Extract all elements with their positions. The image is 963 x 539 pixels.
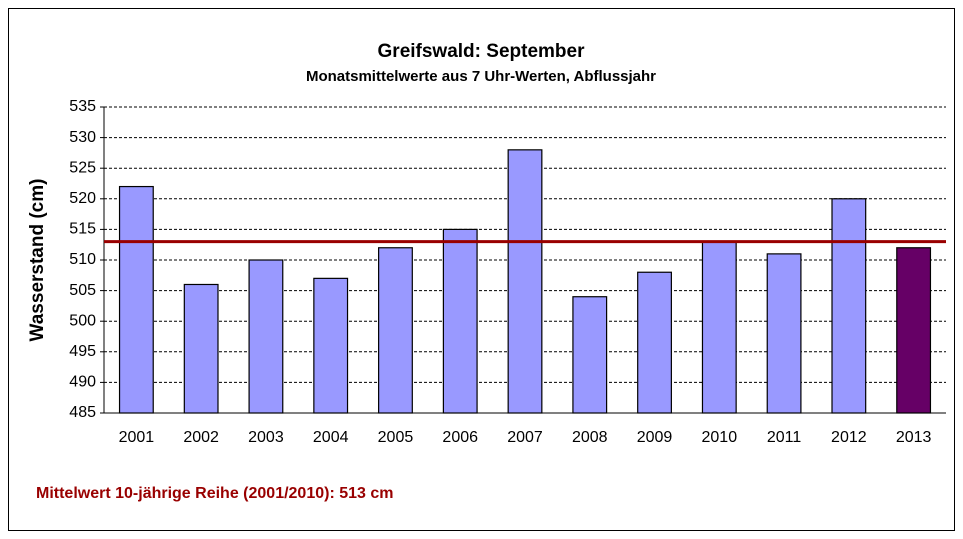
chart-subtitle: Monatsmittelwerte aus 7 Uhr-Werten, Abfl… bbox=[306, 68, 656, 85]
x-tick-label: 2001 bbox=[119, 429, 155, 446]
bar bbox=[442, 228, 478, 414]
x-tick-label: 2003 bbox=[248, 429, 284, 446]
x-tick-label: 2009 bbox=[637, 429, 673, 446]
bar bbox=[896, 247, 932, 414]
x-tick-label: 2011 bbox=[767, 429, 802, 446]
bar bbox=[507, 149, 543, 414]
x-tick-label: 2012 bbox=[831, 429, 867, 446]
y-tick-label: 490 bbox=[69, 374, 96, 391]
x-tick-label: 2005 bbox=[378, 429, 414, 446]
x-tick-label: 2008 bbox=[572, 429, 608, 446]
y-tick-label: 515 bbox=[69, 221, 96, 238]
bar bbox=[378, 247, 413, 414]
y-tick-label: 485 bbox=[69, 404, 96, 421]
x-tick-label: 2007 bbox=[507, 429, 543, 446]
y-tick-label: 505 bbox=[69, 282, 96, 299]
y-axis-label: Wasserstand (cm) bbox=[27, 179, 48, 342]
annotation: Mittelwert 10-jährige Reihe (2001/2010):… bbox=[36, 485, 394, 502]
y-tick-label: 500 bbox=[69, 312, 96, 329]
bar bbox=[701, 241, 737, 414]
chart-title: Greifswald: September bbox=[378, 41, 586, 62]
bar bbox=[118, 185, 154, 414]
bar bbox=[313, 277, 349, 414]
y-tick-label: 525 bbox=[69, 159, 96, 176]
bar bbox=[637, 271, 672, 414]
y-tick-label: 495 bbox=[69, 343, 96, 360]
x-tick-label: 2006 bbox=[442, 429, 478, 446]
x-tick-label: 2002 bbox=[183, 429, 219, 446]
x-tick-label: 2010 bbox=[702, 429, 738, 446]
y-tick-label: 520 bbox=[69, 190, 96, 207]
bar bbox=[183, 283, 219, 414]
bar bbox=[572, 296, 608, 414]
y-tick-label: 530 bbox=[69, 129, 96, 146]
bar bbox=[831, 198, 867, 414]
y-tick-label: 535 bbox=[69, 98, 96, 115]
y-tick-label: 510 bbox=[69, 251, 96, 268]
bar bbox=[248, 259, 284, 414]
x-tick-label: 2004 bbox=[313, 429, 349, 446]
bar bbox=[766, 253, 802, 414]
x-tick-label: 2013 bbox=[896, 429, 932, 446]
